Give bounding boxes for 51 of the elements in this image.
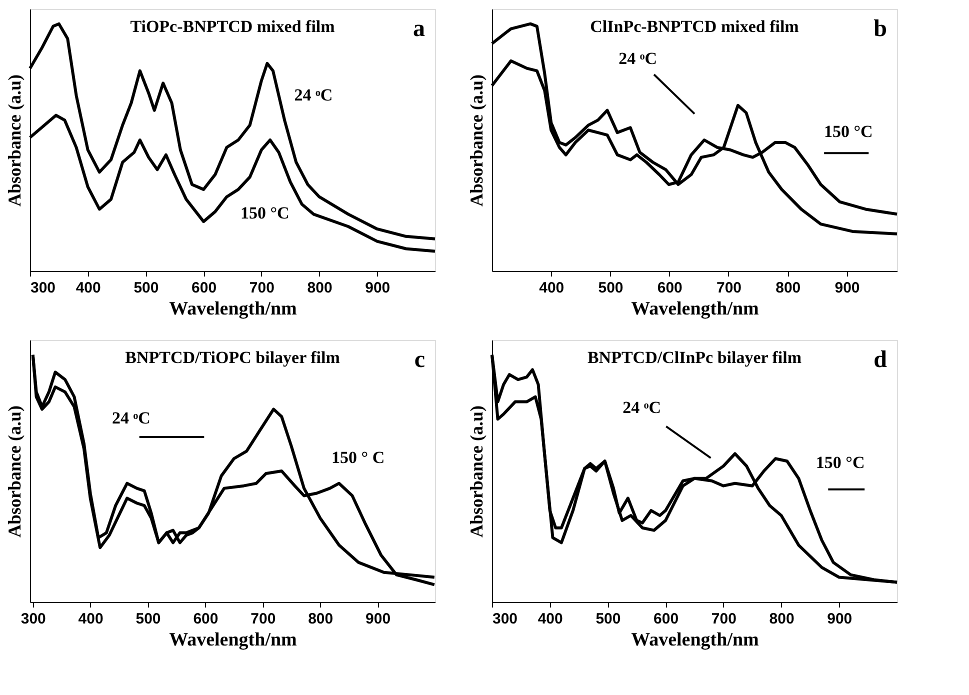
x-tick-label: 900 bbox=[366, 610, 391, 628]
annotation: 150 °C bbox=[240, 203, 290, 222]
x-tick-label: 800 bbox=[776, 280, 801, 296]
x-axis-title: Wavelength/nm bbox=[169, 298, 298, 320]
annotation: 24 ᵒC bbox=[112, 408, 150, 428]
x-tick-label: 400 bbox=[78, 610, 104, 628]
y-axis-title: Absorbance (a.u) bbox=[4, 74, 24, 207]
chart-title: TiOPc-BNPTCD mixed film bbox=[130, 17, 335, 36]
annotation: d bbox=[874, 347, 888, 373]
x-tick-label: 400 bbox=[539, 280, 564, 296]
x-tick-label: 700 bbox=[249, 280, 274, 296]
x-tick-label: 300 bbox=[20, 610, 46, 628]
x-tick-label: 600 bbox=[657, 280, 682, 296]
annotation: 150 °C bbox=[816, 453, 865, 472]
x-tick-label: 900 bbox=[827, 610, 852, 628]
x-tick-label: 900 bbox=[365, 280, 390, 296]
annotation: a bbox=[413, 16, 425, 42]
annotation: 24 ᵒC bbox=[294, 85, 333, 104]
x-axis-title: Wavelength/nm bbox=[631, 298, 760, 320]
x-tick-label: 400 bbox=[76, 280, 101, 296]
x-tick-label: 700 bbox=[711, 610, 736, 628]
x-tick-label: 600 bbox=[654, 610, 679, 628]
x-tick-label: 700 bbox=[250, 610, 276, 628]
annotation: 24 ᵒC bbox=[618, 48, 658, 68]
annotation: c bbox=[414, 347, 426, 373]
annotation: 150 °C bbox=[824, 122, 873, 142]
chart-title: BNPTCD/ClInPc bilayer film bbox=[587, 348, 802, 367]
x-tick-label: 700 bbox=[716, 280, 742, 296]
x-tick-label: 800 bbox=[769, 610, 794, 628]
y-axis-title: Absorbance (a.u) bbox=[466, 405, 486, 538]
chart-title: ClInPc-BNPTCD mixed film bbox=[590, 17, 799, 36]
x-tick-label: 800 bbox=[308, 610, 334, 628]
x-tick-label: 900 bbox=[834, 280, 860, 296]
x-axis-title: Wavelength/nm bbox=[631, 630, 760, 650]
y-axis-title: Absorbance (a.u) bbox=[4, 405, 24, 538]
x-axis-title: Wavelength/nm bbox=[169, 630, 298, 650]
x-tick-label: 500 bbox=[134, 280, 159, 296]
annotation: 150 ° C bbox=[332, 448, 385, 467]
x-tick-label: 300 bbox=[492, 610, 518, 628]
annotation: 24 ᵒC bbox=[622, 398, 662, 418]
x-tick-label: 500 bbox=[136, 610, 161, 628]
chart-title: BNPTCD/TiOPC bilayer film bbox=[125, 348, 340, 367]
x-tick-label: 600 bbox=[193, 610, 218, 628]
x-tick-label: 600 bbox=[192, 280, 217, 296]
x-tick-label: 300 bbox=[30, 280, 56, 296]
x-tick-label: 500 bbox=[596, 610, 621, 628]
x-tick-label: 400 bbox=[538, 610, 563, 628]
x-tick-label: 500 bbox=[598, 280, 624, 296]
y-axis-title: Absorbance (a.u) bbox=[466, 74, 486, 207]
annotation: b bbox=[874, 16, 887, 42]
x-tick-label: 800 bbox=[307, 280, 332, 296]
